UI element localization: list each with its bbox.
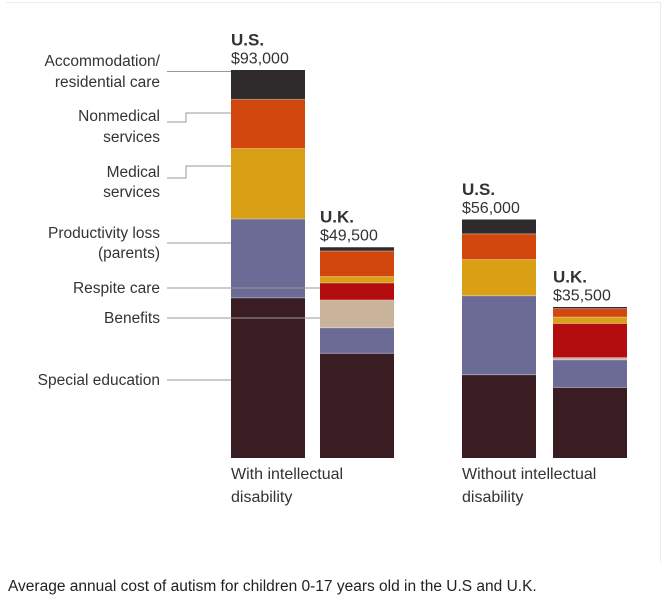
- group-label: Without intellectual: [462, 466, 596, 483]
- bar-segment-medical-services: [553, 317, 627, 324]
- bar-segment-benefits: [553, 357, 627, 360]
- bar-segment-respite-care: [553, 323, 627, 358]
- category-label-special-education: Special education: [38, 372, 160, 389]
- bar-country-label: U.S.: [231, 31, 264, 50]
- bar-total-label: $35,500: [553, 287, 611, 304]
- category-label-accommodation-residential-care: Accommodation/: [45, 53, 161, 70]
- bar-total-label: $56,000: [462, 200, 520, 217]
- category-label-productivity-loss-parents: Productivity loss: [48, 225, 160, 242]
- category-label-medical-services: services: [103, 184, 160, 201]
- group-label: disability: [462, 489, 523, 506]
- group-label: disability: [231, 489, 292, 506]
- bar-segment-medical-services: [462, 259, 536, 296]
- bar-segment-nonmedical-services: [320, 250, 394, 277]
- bar-total-label: $49,500: [320, 228, 378, 245]
- bar-country-label: U.K.: [553, 267, 587, 286]
- leader-line-medical-services: [167, 165, 231, 179]
- bar-segment-nonmedical-services: [462, 233, 536, 260]
- bar-segment-accommodation-residential-care: [320, 246, 394, 251]
- bar-country-label: U.K.: [320, 208, 354, 227]
- category-label-benefits: Benefits: [104, 310, 160, 327]
- bar-country-label: U.S.: [462, 180, 495, 199]
- bar-segment-medical-services: [320, 276, 394, 283]
- bar-segment-respite-care: [320, 282, 394, 301]
- category-label-nonmedical-services: services: [103, 129, 160, 146]
- bar-segment-special-education: [462, 374, 536, 458]
- leader-line-nonmedical-services: [167, 112, 231, 123]
- bar-segment-accommodation-residential-care: [553, 306, 627, 309]
- bar-segment-productivity-loss-parents: [320, 327, 394, 354]
- group-label: With intellectual: [231, 466, 343, 483]
- bar-segment-productivity-loss-parents: [553, 359, 627, 388]
- category-label-nonmedical-services: Nonmedical: [78, 108, 160, 125]
- bar-segment-productivity-loss-parents: [231, 218, 305, 298]
- bar-segment-accommodation-residential-care: [231, 69, 305, 100]
- bar-segment-benefits: [320, 300, 394, 328]
- chart-caption: Average annual cost of autism for childr…: [8, 578, 537, 595]
- category-label-productivity-loss-parents: (parents): [98, 245, 160, 262]
- bar-segment-special-education: [231, 297, 305, 458]
- bar-segment-special-education: [320, 353, 394, 458]
- bar-segment-nonmedical-services: [553, 308, 627, 318]
- bar-segment-nonmedical-services: [231, 99, 305, 149]
- category-label-medical-services: Medical: [107, 164, 160, 181]
- chart-frame: [6, 2, 661, 563]
- category-label-accommodation-residential-care: residential care: [55, 74, 160, 91]
- bar-total-label: $93,000: [231, 51, 289, 68]
- bar-segment-medical-services: [231, 148, 305, 219]
- bar-segment-special-education: [553, 387, 627, 458]
- category-label-respite-care: Respite care: [73, 280, 160, 297]
- bar-segment-productivity-loss-parents: [462, 295, 536, 375]
- bar-segment-accommodation-residential-care: [462, 218, 536, 234]
